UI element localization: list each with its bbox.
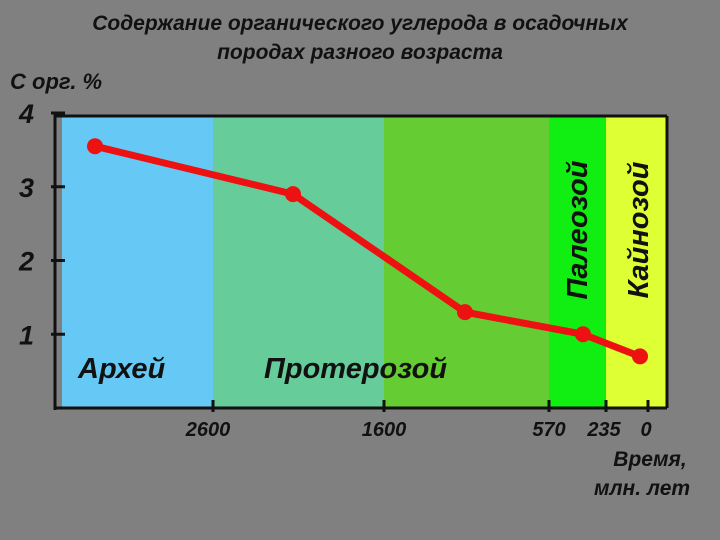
data-point [457,304,473,321]
era-band [213,116,384,408]
data-point [87,138,103,155]
y-tick-label: 1 [19,320,34,350]
era-band [62,116,213,408]
era-label: Палеозой [562,160,594,299]
era-label: Архей [77,353,165,385]
era-label: Протерозой [264,353,447,385]
era-band [549,116,606,408]
y-tick-label: 3 [19,173,34,203]
x-tick-label: 2600 [185,419,231,441]
chart-title-line-2: породах разного возраста [217,41,503,64]
x-tick-label: 1600 [362,419,407,441]
x-axis-label-line-1: Время, [613,448,686,471]
data-point [285,186,301,203]
y-axis-label: С орг. % [10,69,102,94]
x-tick-label: 570 [532,419,565,441]
x-tick-label: 0 [640,419,651,441]
data-point [632,348,648,365]
x-axis-label-line-2: млн. лет [594,477,690,500]
y-tick-label: 2 [18,247,34,277]
chart-title-line-1: Содержание органического углерода в осад… [92,12,628,35]
era-band [384,116,549,408]
y-tick-label: 4 [18,99,34,129]
data-point [575,326,591,343]
era-label: Кайнозой [623,161,655,298]
x-tick-label: 235 [586,419,621,441]
